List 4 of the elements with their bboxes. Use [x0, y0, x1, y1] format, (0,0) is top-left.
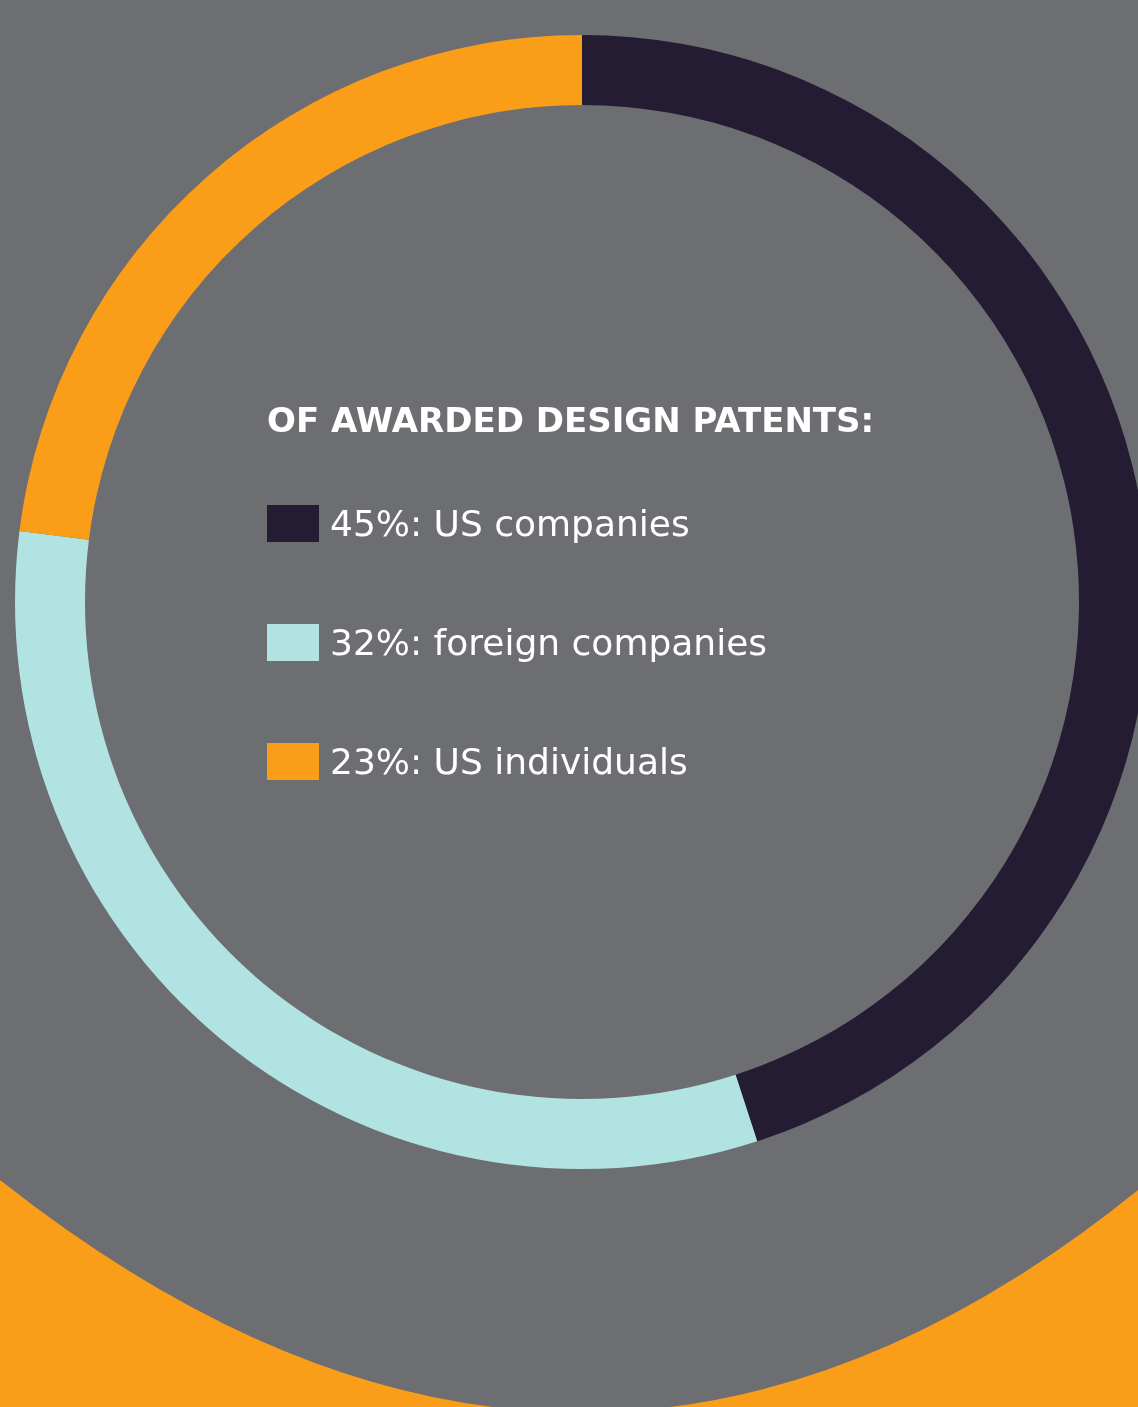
- text: OF AWARDED DESIGN PATENTS:: [267, 400, 875, 440]
- legend-label: 45%: US companies: [330, 503, 690, 544]
- legend-label: 32%: foreign companies: [330, 622, 768, 663]
- legend-label: 23%: US individuals: [330, 741, 688, 782]
